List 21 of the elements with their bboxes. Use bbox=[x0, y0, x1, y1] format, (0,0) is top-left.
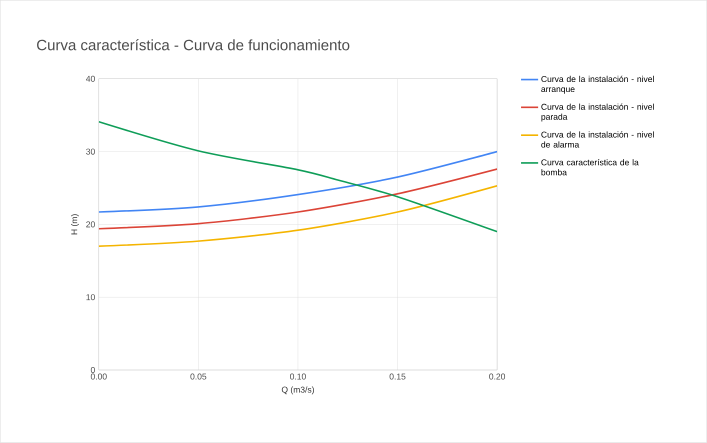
legend-label: Curva de la instalación - nivel parada bbox=[541, 104, 654, 122]
y-tick-label: 30 bbox=[86, 148, 95, 155]
line-series bbox=[98, 168, 498, 230]
line-series bbox=[98, 121, 498, 233]
y-tick-label: 0 bbox=[90, 367, 95, 374]
x-tick-label: 0.10 bbox=[290, 374, 306, 380]
x-axis-title: Q (m3/s) bbox=[282, 386, 314, 394]
x-tick-label: 0.00 bbox=[90, 374, 107, 380]
chart-title: Curva característica - Curva de funcionamiento bbox=[37, 39, 350, 50]
legend-label: Curva característica de la bomba bbox=[541, 159, 639, 176]
y-tick-label: 20 bbox=[86, 221, 95, 228]
y-tick-label: 40 bbox=[86, 76, 95, 82]
x-tick-label: 0.15 bbox=[390, 374, 406, 380]
x-tick-label: 0.20 bbox=[489, 374, 506, 380]
legend-label: Curva de la instalación - nivel de alarma bbox=[541, 131, 654, 148]
y-axis-title: H (m) bbox=[70, 214, 79, 234]
x-tick-label: 0.05 bbox=[190, 374, 206, 380]
line-series bbox=[98, 150, 498, 213]
y-tick-label: 10 bbox=[86, 294, 95, 300]
line-series bbox=[98, 185, 498, 248]
legend-label: Curva de la instalación - nivel arranque bbox=[541, 76, 654, 94]
